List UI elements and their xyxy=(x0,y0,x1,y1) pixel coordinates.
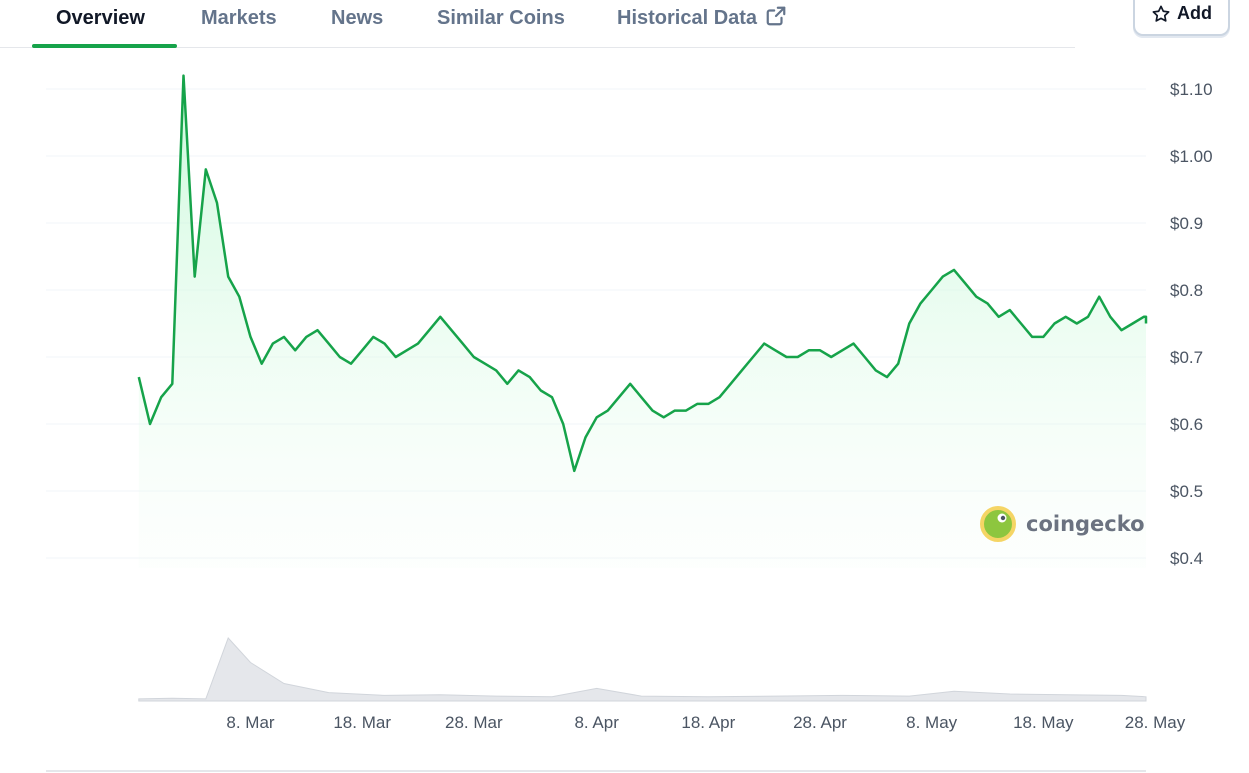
price-chart: $1.10 $1.00 $0.9 $0.8 $0.7 $0.6 $0.5 $0.4 8. Ma… xyxy=(46,74,1213,732)
tab-historical-data[interactable]: Historical Data xyxy=(617,0,787,48)
y-tick-label: $0.9 xyxy=(1170,214,1203,233)
x-tick-label: 18. Mar xyxy=(333,713,391,732)
tab-markets[interactable]: Markets xyxy=(201,7,277,29)
tab-news[interactable]: News xyxy=(331,7,384,29)
tab-bar: Overview Markets News Similar Coins Hist… xyxy=(0,0,1075,48)
add-button-label: Add xyxy=(1177,3,1212,23)
x-tick-label: 8. Apr xyxy=(574,713,619,732)
x-tick-label: 18. May xyxy=(1013,713,1074,732)
x-tick-label: 8. Mar xyxy=(226,713,275,732)
star-icon xyxy=(1152,5,1170,22)
external-link-icon xyxy=(766,6,786,26)
volume-area xyxy=(138,637,1147,702)
x-axis: 8. Mar 18. Mar 28. Mar 8. Apr 18. Apr 28. Apr… xyxy=(226,713,1185,732)
y-tick-label: $0.5 xyxy=(1170,482,1203,501)
y-axis: $1.10 $1.00 $0.9 $0.8 $0.7 $0.6 $0.5 $0.4 xyxy=(1170,80,1213,568)
y-tick-label: $0.6 xyxy=(1170,415,1203,434)
x-tick-label: 28. May xyxy=(1125,713,1186,732)
tab-similar-coins[interactable]: Similar Coins xyxy=(437,7,565,29)
price-line xyxy=(137,74,1148,473)
x-tick-label: 28. Apr xyxy=(793,713,847,732)
price-area xyxy=(138,75,1147,568)
x-tick-label: 8. May xyxy=(906,713,958,732)
y-tick-label: $1.00 xyxy=(1170,147,1213,166)
x-tick-label: 28. Mar xyxy=(445,713,503,732)
y-tick-label: $1.10 xyxy=(1170,80,1213,99)
x-tick-label: 18. Apr xyxy=(681,713,735,732)
watermark-text: coingecko xyxy=(1026,512,1145,536)
coingecko-logo xyxy=(980,506,1016,542)
series-layer xyxy=(137,74,1148,702)
y-tick-label: $0.7 xyxy=(1170,348,1203,367)
add-to-portfolio-button[interactable]: Add xyxy=(1133,0,1230,36)
tab-overview[interactable]: Overview xyxy=(56,7,145,29)
y-tick-label: $0.8 xyxy=(1170,281,1203,300)
coingecko-watermark: coingecko xyxy=(980,506,1145,542)
active-tab-indicator xyxy=(32,44,177,48)
tab-historical-data-label: Historical Data xyxy=(617,7,758,29)
y-tick-label: $0.4 xyxy=(1170,549,1203,568)
chart-bottom-border xyxy=(46,770,1146,772)
